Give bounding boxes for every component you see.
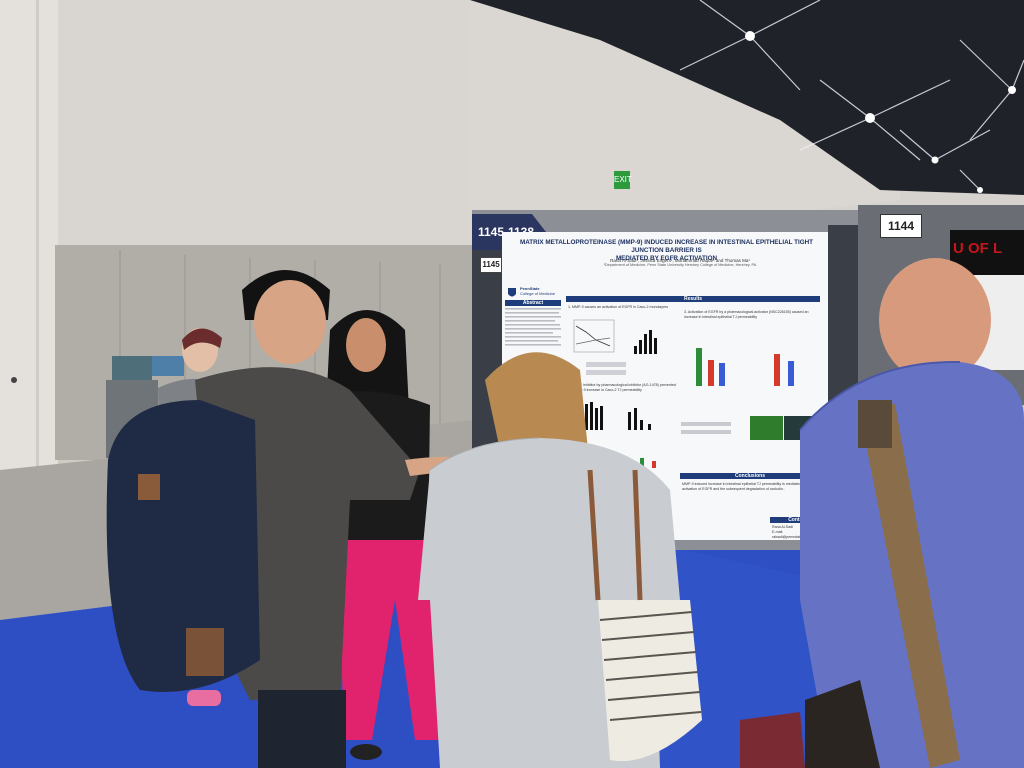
result-caption-1: 1. MMP-9 causes an activation of EGFR in… xyxy=(568,305,669,309)
poster-title-line1: MATRIX METALLOPROTEINASE (MMP-9) INDUCED… xyxy=(519,239,814,254)
contact-email: E-mail: ralsadi@pennstatehealth.psu.edu xyxy=(772,530,826,539)
section-results: Results xyxy=(566,296,820,302)
institution-line1: PennState xyxy=(520,286,540,291)
result-caption-3: 3. Activation of EGFR by a pharmacologic… xyxy=(684,310,809,319)
poster-figures xyxy=(573,319,817,468)
institution-name: PennState College of Medicine xyxy=(520,286,555,296)
poster-title: MATRIX METALLOPROTEINASE (MMP-9) INDUCED… xyxy=(514,239,819,263)
attendee-woman-back xyxy=(418,352,702,768)
institution-line2: College of Medicine xyxy=(520,291,556,296)
poster-authors: Rana Al-Sadi¹, Jessica Engers¹, Mohammad… xyxy=(610,258,750,263)
exit-sign: EXIT xyxy=(614,171,632,189)
contact-name: Rana Al-Sadi xyxy=(772,525,793,529)
section-abstract: Abstract xyxy=(505,300,561,306)
attendee-man-backpack xyxy=(106,270,462,768)
section-contact: Contact xyxy=(770,517,825,523)
abstract-text-block xyxy=(505,308,561,346)
back-poster-logo: U OF L xyxy=(953,240,1003,257)
poster-affiliation: ¹Department of Medicine, Penn State Univ… xyxy=(603,263,757,267)
attendee-man-right xyxy=(740,258,1024,768)
poster-title-line2: MEDIATED BY EGFR ACTIVATION xyxy=(615,255,718,262)
conclusion-text: MMP-9 induced increase in intestinal epi… xyxy=(682,482,812,491)
institution-logo xyxy=(507,286,517,304)
section-conclusions: Conclusions xyxy=(680,473,820,479)
result-caption-2: 2. EGFR inhibitor by pharmacological inh… xyxy=(568,383,676,392)
shield-icon xyxy=(508,288,516,297)
booth-number-sign: 1144 xyxy=(880,214,922,238)
booth-number-sign-poster: 1145 xyxy=(480,257,502,273)
